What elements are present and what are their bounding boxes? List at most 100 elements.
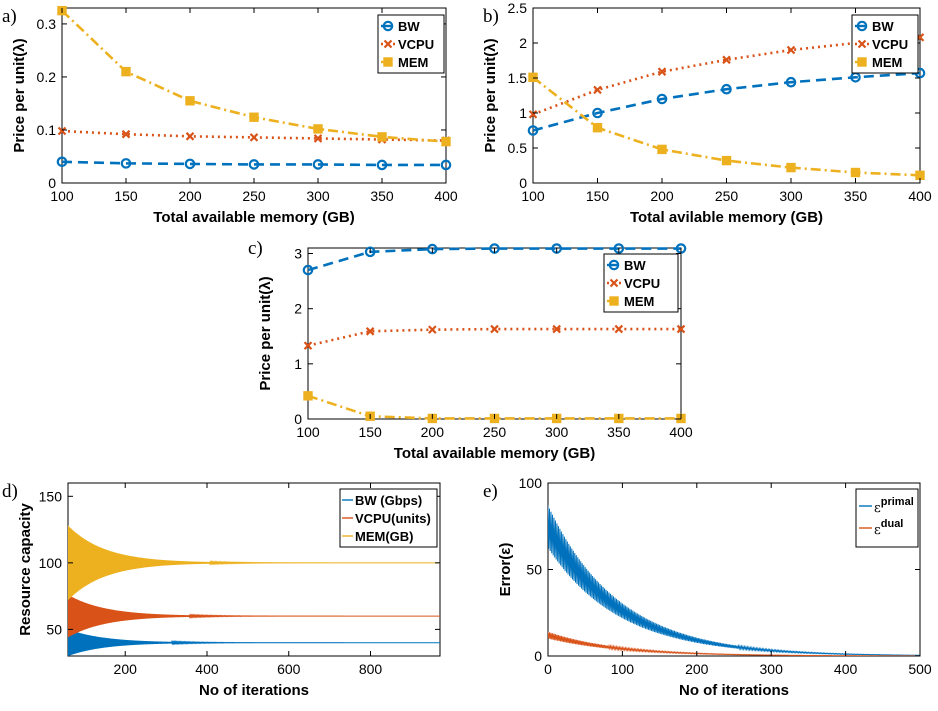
legend-superscript-e-0: primal <box>881 496 914 508</box>
x-tick-label-e-3: 300 <box>760 661 784 677</box>
x-tick-label-a-4: 300 <box>306 188 330 204</box>
marker-b-s2-p3 <box>721 155 732 166</box>
marker-a-s2-p5 <box>377 132 387 142</box>
x-tick-label-c-6: 400 <box>669 424 693 440</box>
x-tick-label-c-3: 250 <box>483 424 507 440</box>
x-axis-label-d: No of iterations <box>199 682 309 699</box>
y-tick-label-a-2: 0.2 <box>37 69 57 85</box>
y-axis-label-b: Price per unit(λ) <box>482 38 499 152</box>
x-tick-label-a-6: 400 <box>434 188 458 204</box>
x-tick-label-c-5: 350 <box>607 424 631 440</box>
legend-label-a-0: BW <box>398 19 420 34</box>
legend-symbol-e-1: ε <box>874 523 881 538</box>
y-tick-label-c-0: 0 <box>294 411 302 427</box>
marker-a-s0-p5 <box>376 159 388 171</box>
marker-c-s1-p1 <box>365 327 375 336</box>
marker-a-s1-p0 <box>57 126 67 136</box>
marker-c-legend-s1-p0 <box>609 278 619 288</box>
x-axis-label-b: Total avilable memory (GB) <box>630 209 823 226</box>
marker-b-s2-p2 <box>657 144 667 155</box>
legend-box-e <box>855 488 919 548</box>
marker-b-s0-p2 <box>656 93 668 105</box>
x-tick-label-c-1: 150 <box>358 424 382 440</box>
marker-a-s0-p1 <box>120 158 132 169</box>
marker-b-s1-p1 <box>593 85 602 95</box>
marker-a-s1-p3 <box>249 133 259 142</box>
x-tick-label-b-3: 250 <box>715 188 739 204</box>
y-tick-label-d-1: 100 <box>39 555 63 571</box>
legend-label-d-2: MEM(GB) <box>355 529 414 544</box>
legend-b: BW VCPU MEM <box>851 14 919 74</box>
x-tick-label-e-1: 100 <box>611 661 635 677</box>
legend-symbol-e-0: ε <box>874 501 881 516</box>
legend-label-c-0: BW <box>624 258 646 273</box>
marker-a-s0-p0 <box>56 156 68 168</box>
y-tick-label-b-4: 2 <box>519 35 527 51</box>
marker-b-s2-p5 <box>850 167 861 178</box>
x-tick-label-b-1: 150 <box>586 188 610 204</box>
panel-label-e: e) <box>483 481 498 502</box>
series-line-d-1 <box>68 594 440 638</box>
series-line-b-BW <box>532 71 921 132</box>
marker-b-s1-p0 <box>528 110 538 119</box>
legend-label-d-0: BW (Gbps) <box>355 493 422 508</box>
marker-c-s1-p3 <box>490 324 499 334</box>
legend-a: BW VCPU MEM <box>377 14 445 74</box>
y-tick-label-b-2: 1 <box>519 105 527 121</box>
x-tick-label-a-3: 250 <box>242 188 266 204</box>
x-tick-label-c-0: 100 <box>296 424 320 440</box>
marker-a-legend-s1-p0 <box>383 39 393 49</box>
legend-superscript-e-1: dual <box>881 518 904 530</box>
chart-c: 100 150 200 250 300 350 400 0 1 2 3 Total available… <box>248 238 693 462</box>
x-tick-label-e-4: 400 <box>834 661 858 677</box>
y-tick-label-a-1: 0.1 <box>37 122 57 138</box>
legend-label-d-1: VCPU(units) <box>355 511 431 526</box>
y-tick-label-b-5: 2.5 <box>508 0 528 16</box>
x-tick-label-a-0: 100 <box>50 188 74 204</box>
series-line-a-BW <box>61 160 446 167</box>
x-tick-label-c-4: 300 <box>545 424 569 440</box>
marker-a-s1-p1 <box>121 129 131 139</box>
legend-label-b-0: BW <box>872 19 894 34</box>
marker-a-s1-p2 <box>185 132 195 141</box>
y-tick-label-c-1: 1 <box>294 356 302 372</box>
marker-b-s2-p1 <box>592 123 603 133</box>
x-tick-label-a-1: 150 <box>114 188 138 204</box>
x-tick-label-b-6: 400 <box>908 188 932 204</box>
y-axis-label-d: Resource capacity <box>17 503 34 636</box>
x-tick-label-d-1: 400 <box>195 661 219 677</box>
y-tick-label-c-3: 3 <box>294 246 302 262</box>
x-tick-label-b-2: 200 <box>650 188 674 204</box>
marker-a-s0-p6 <box>440 159 452 171</box>
marker-c-s1-p4 <box>552 324 561 334</box>
legend-d: BW (Gbps) VCPU(units) MEM(GB) <box>339 488 438 548</box>
x-tick-label-d-2: 600 <box>277 661 301 677</box>
y-tick-label-c-2: 2 <box>294 301 302 317</box>
legend-label-e-1: εdual <box>874 518 903 538</box>
marker-c-legend-s2-p0 <box>609 296 619 306</box>
x-tick-label-a-5: 350 <box>370 188 394 204</box>
y-tick-label-a-0: 0 <box>48 175 56 191</box>
marker-c-s1-p6 <box>676 324 686 334</box>
marker-c-s2-p0 <box>303 391 313 401</box>
legend-label-a-2: MEM <box>398 55 428 70</box>
legend-label-b-2: MEM <box>872 55 902 70</box>
y-tick-label-e-0: 0 <box>534 648 542 664</box>
marker-b-s1-p3 <box>722 55 731 65</box>
marker-b-s1-p2 <box>657 67 667 76</box>
marker-a-s0-p4 <box>312 159 324 170</box>
y-tick-label-e-1: 50 <box>526 562 542 578</box>
marker-c-s0-p2 <box>427 243 438 255</box>
legend-label-b-1: VCPU <box>872 37 908 52</box>
series-group-d <box>68 525 440 656</box>
marker-c-s1-p0 <box>303 341 313 350</box>
series-line-d-0 <box>68 629 440 656</box>
x-tick-label-d-3: 800 <box>359 661 383 677</box>
marker-b-s2-p0 <box>528 72 538 82</box>
y-tick-label-d-0: 50 <box>46 621 62 637</box>
y-tick-label-b-1: 0.5 <box>508 140 528 156</box>
marker-a-s2-p3 <box>249 112 259 122</box>
legend-box-d <box>339 488 438 548</box>
x-tick-label-b-4: 300 <box>779 188 803 204</box>
